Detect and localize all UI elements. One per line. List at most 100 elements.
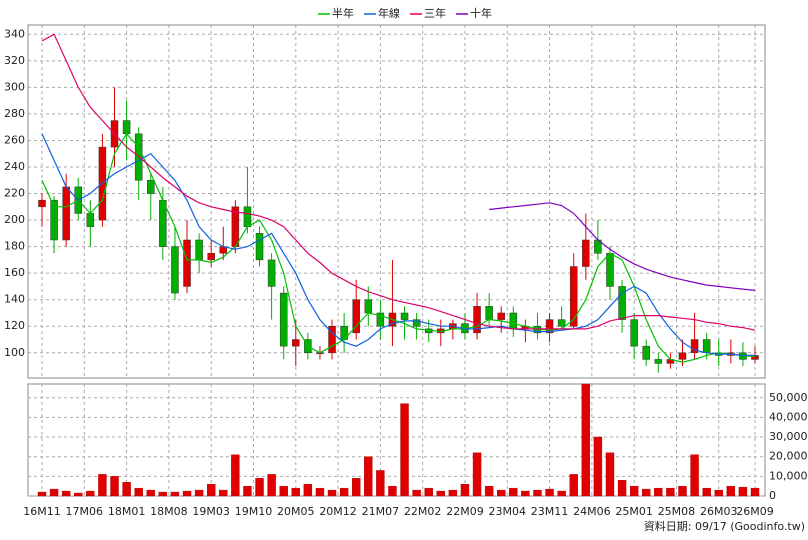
volume-bar <box>376 470 385 497</box>
volume-bar <box>279 485 288 497</box>
x-tick-label: 21M07 <box>362 505 400 518</box>
x-tick-label: 26M03 <box>700 505 738 518</box>
x-tick-label: 20M05 <box>277 505 315 518</box>
candle-body <box>412 319 421 327</box>
candle-body <box>159 199 167 247</box>
volume-bar <box>158 491 168 497</box>
y2-tick-label: 0 <box>769 489 776 502</box>
candle-body <box>400 312 409 320</box>
y-tick-label: 240 <box>4 160 25 173</box>
candle-body <box>50 199 58 241</box>
candle-body <box>364 299 373 314</box>
volume-bar <box>74 492 83 497</box>
volume-bar <box>436 490 445 497</box>
ma-line <box>489 202 756 291</box>
volume-bar <box>255 478 264 497</box>
volume-panel <box>27 383 766 497</box>
volume-bar <box>146 489 155 497</box>
candle-body <box>38 199 46 208</box>
x-tick-label: 18M08 <box>150 505 188 518</box>
candle-body <box>207 253 215 261</box>
volume-bar <box>448 489 458 497</box>
candle-body <box>642 345 650 360</box>
candle-body <box>654 359 663 364</box>
volume-bar <box>617 480 627 497</box>
y-tick-label: 160 <box>4 266 25 279</box>
y2-tick-label: 30,000 <box>769 430 808 443</box>
volume-bar <box>484 485 494 497</box>
volume-bar <box>352 478 361 497</box>
candle-body <box>618 286 626 320</box>
y-tick-label: 200 <box>4 213 25 226</box>
volume-bar <box>61 490 71 497</box>
y-tick-label: 260 <box>4 133 25 146</box>
volume-bar <box>339 487 349 497</box>
volume-bar <box>545 488 554 497</box>
volume-bar <box>388 485 397 497</box>
candle-body <box>497 312 505 320</box>
candle-body <box>702 339 711 354</box>
candle-body <box>292 339 300 347</box>
candle-body <box>195 239 203 261</box>
candle-body <box>630 319 638 347</box>
candle-body <box>267 259 276 287</box>
candle-body <box>376 312 385 327</box>
volume-bar <box>86 490 95 497</box>
candle-body <box>545 319 554 334</box>
x-tick-label: 19M03 <box>192 505 230 518</box>
candle-body <box>582 239 590 267</box>
volume-bar <box>134 487 143 497</box>
legend-label: 十年 <box>470 6 492 20</box>
legend-label: 三年 <box>424 6 446 20</box>
volume-bar <box>170 491 180 497</box>
candle-body <box>509 312 518 330</box>
volume-bar <box>412 489 421 497</box>
candle-body <box>255 233 264 261</box>
volume-bar <box>533 489 542 497</box>
candle-body <box>122 120 131 135</box>
volume-bar <box>122 482 131 497</box>
candle-body <box>485 306 493 320</box>
volume-bar <box>364 456 373 497</box>
volume-bar <box>642 488 651 497</box>
x-tick-label: 25M01 <box>615 505 653 518</box>
volume-bar <box>267 474 276 497</box>
x-tick-label: 19M10 <box>235 505 273 518</box>
candle-body <box>243 206 252 227</box>
y-tick-label: 180 <box>4 240 25 253</box>
x-tick-label: 18M01 <box>108 505 146 518</box>
x-tick-label: 22M09 <box>446 505 484 518</box>
candle-body <box>606 253 614 287</box>
volume-bar <box>605 452 615 497</box>
x-tick-label: 24M06 <box>573 505 611 518</box>
volume-bar <box>291 487 300 497</box>
ma-line <box>41 33 756 331</box>
y-tick-label: 140 <box>4 293 25 306</box>
volume-bar <box>569 474 578 497</box>
y-tick-label: 320 <box>4 54 25 67</box>
volume-bar <box>98 474 107 497</box>
y-tick-label: 220 <box>4 187 25 200</box>
y2-tick-label: 50,000 <box>769 391 808 404</box>
volume-bar <box>400 403 409 497</box>
x-tick-label: 22M02 <box>404 505 442 518</box>
y-tick-label: 120 <box>4 319 25 332</box>
candle-body <box>328 325 336 354</box>
volume-bar <box>460 484 470 497</box>
volume-bar <box>666 487 675 497</box>
x-tick-label: 25M08 <box>658 505 696 518</box>
volume-bar <box>593 436 603 497</box>
volume-bar <box>243 485 252 497</box>
candle-body <box>557 319 566 327</box>
volume-bar <box>194 489 204 497</box>
ma-line <box>41 132 756 363</box>
volume-bar <box>690 454 699 497</box>
volume-bar <box>509 487 518 497</box>
volume-bar <box>654 487 663 497</box>
volume-bar <box>678 485 687 497</box>
y2-tick-label: 10,000 <box>769 469 808 482</box>
volume-bar <box>738 486 748 497</box>
x-tick-label: 23M04 <box>489 505 527 518</box>
candle-body <box>352 299 360 334</box>
candle-body <box>171 246 179 294</box>
